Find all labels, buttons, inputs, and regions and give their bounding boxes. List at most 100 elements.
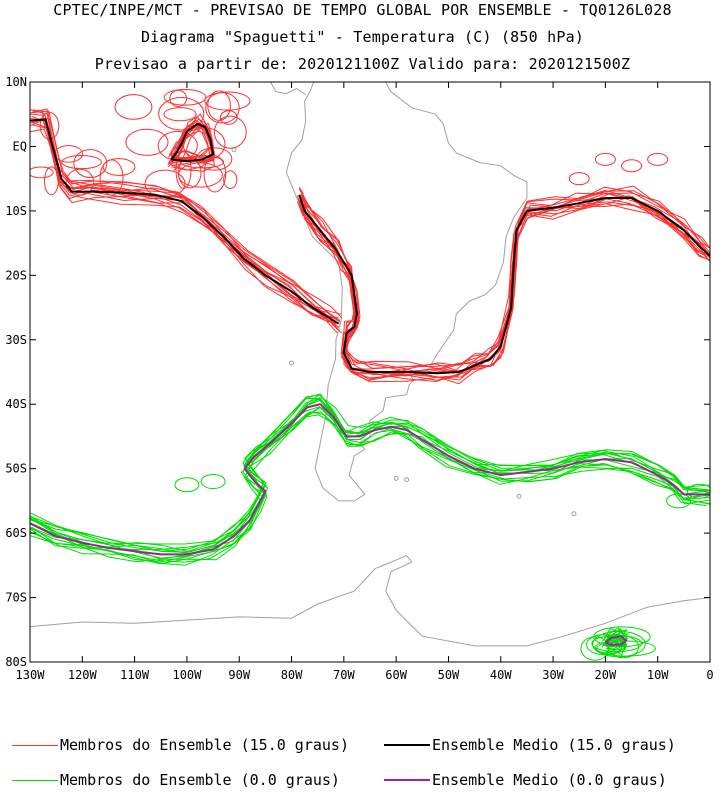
- legend-members-0: Membros do Ensemble (0.0 graus): [12, 771, 340, 789]
- coastline-island: [516, 493, 522, 499]
- plot-frame: [29, 81, 711, 663]
- ensemble-member-line: [301, 196, 708, 382]
- legend-swatch-members-0: [12, 779, 58, 781]
- x-tick-label: 60W: [385, 668, 407, 682]
- ensemble-member-line: [30, 398, 710, 551]
- ensemble-member-contour: [39, 112, 60, 140]
- ensemble-member-contour: [179, 155, 225, 169]
- ensemble-member-contour: [594, 152, 616, 166]
- ensemble-member-contour: [687, 483, 710, 499]
- y-tick-label: 80S: [5, 655, 27, 669]
- ensemble-mean-line: [30, 403, 710, 556]
- x-tick-label: 40W: [490, 668, 512, 682]
- ensemble-member-line: [32, 110, 342, 319]
- legend-members-15: Membros do Ensemble (15.0 graus): [12, 736, 349, 754]
- ensemble-member-contour: [73, 149, 108, 179]
- ensemble-member-line: [605, 637, 629, 651]
- legend-mean-15: Ensemble Medio (15.0 graus): [384, 736, 676, 754]
- ensemble-member-contour: [43, 166, 59, 196]
- ensemble-mean-line: [170, 122, 215, 163]
- ensemble-mean-line: [298, 194, 710, 375]
- coastline-island: [393, 475, 399, 481]
- legend-label-members-0: Membros do Ensemble (0.0 graus): [60, 771, 340, 789]
- ensemble-mean-line: [30, 118, 340, 325]
- ensemble-member-contour: [621, 159, 643, 173]
- y-tick-label: 20S: [5, 268, 27, 282]
- x-tick-label: 70W: [333, 668, 355, 682]
- ensemble-member-contour: [175, 151, 192, 190]
- ensemble-member-contour: [204, 91, 251, 111]
- coastline-island: [404, 477, 410, 483]
- axis-ticks: 130W 120W 110W 100W 90W 80W 70W 60W 50W 40W 30W 20W…: [5, 75, 713, 682]
- coastline-antarctica: [30, 555, 710, 647]
- y-tick-label: 50S: [5, 462, 27, 476]
- ensemble-member-contour: [65, 168, 95, 196]
- x-tick-label: 20W: [595, 668, 617, 682]
- legend-swatch-mean-15: [384, 744, 430, 746]
- x-tick-label: 10W: [647, 668, 669, 682]
- ensemble-member-line: [302, 189, 710, 372]
- ensemble-member-contour: [223, 170, 238, 189]
- x-tick-label: 80W: [281, 668, 303, 682]
- y-tick-label: 30S: [5, 333, 27, 347]
- x-tick-label: 120W: [68, 668, 98, 682]
- ensemble-member-contour: [580, 636, 610, 661]
- legend-label-members-15: Membros do Ensemble (15.0 graus): [60, 736, 349, 754]
- x-tick-label: 100W: [172, 668, 202, 682]
- ensemble-member-line: [604, 642, 628, 656]
- ensemble-mean-layer: [30, 118, 710, 646]
- coastline-island: [289, 360, 295, 366]
- ensemble-member-line: [297, 195, 710, 383]
- ensemble-member-line: [30, 406, 710, 565]
- ensemble-member-contour: [182, 127, 226, 161]
- ensemble-member-contour: [102, 158, 136, 176]
- spaghetti-map: 130W 120W 110W 100W 90W 80W 70W 60W 50W 40W 30W 20W…: [5, 75, 713, 682]
- y-tick-label: 10N: [5, 75, 27, 89]
- ensemble-member-line: [30, 108, 338, 321]
- ensemble-member-line: [30, 406, 710, 563]
- ensemble-member-line: [301, 191, 710, 378]
- ensemble-member-line: [30, 411, 710, 563]
- y-tick-label: 70S: [5, 591, 27, 605]
- x-tick-label: 50W: [438, 668, 460, 682]
- y-tick-label: EQ: [13, 139, 27, 153]
- ensemble-member-line: [30, 393, 710, 553]
- ensemble-member-contour: [30, 166, 54, 179]
- ensemble-mean-line: [604, 635, 628, 646]
- x-tick-label: 130W: [16, 668, 46, 682]
- ensemble-member-contour: [61, 155, 102, 170]
- ensemble-member-line: [30, 394, 710, 552]
- legend-swatch-members-15: [12, 744, 58, 746]
- ensemble-member-contour: [177, 162, 223, 188]
- ensemble-member-contour: [666, 493, 692, 509]
- ensemble-member-line: [300, 190, 710, 370]
- ensemble-member-contour: [174, 477, 200, 493]
- ensemble-members-layer: [30, 89, 710, 661]
- y-tick-label: 60S: [5, 526, 27, 540]
- ensemble-member-contour: [163, 89, 207, 106]
- ensemble-member-contour: [114, 94, 153, 120]
- ensemble-member-contour: [158, 97, 205, 131]
- ensemble-member-contour: [200, 474, 226, 490]
- ensemble-member-contour: [163, 107, 197, 122]
- ensemble-member-contour: [125, 128, 169, 156]
- ensemble-member-line: [30, 393, 710, 553]
- x-tick-label: 30W: [542, 668, 564, 682]
- ensemble-member-line: [298, 199, 710, 385]
- ensemble-member-contour: [647, 152, 669, 166]
- legend-mean-0: Ensemble Medio (0.0 graus): [384, 771, 667, 789]
- ensemble-member-line: [30, 118, 340, 328]
- ensemble-member-line: [299, 196, 710, 380]
- chart-title: Diagrama "Spaguetti" - Temperatura (C) (…: [140, 28, 585, 46]
- legend-label-mean-15: Ensemble Medio (15.0 graus): [432, 736, 676, 754]
- y-tick-label: 40S: [5, 397, 27, 411]
- legend-label-mean-0: Ensemble Medio (0.0 graus): [432, 771, 667, 789]
- ensemble-member-line: [32, 124, 342, 334]
- chart-valid-time: Previsao a partir de: 2020121100Z Valido…: [94, 55, 631, 73]
- ensemble-member-line: [31, 414, 710, 566]
- ensemble-member-contour: [213, 115, 247, 149]
- y-tick-label: 10S: [5, 204, 27, 218]
- x-tick-label: 90W: [228, 668, 250, 682]
- x-tick-label: 0: [706, 668, 713, 682]
- ensemble-member-line: [302, 192, 710, 379]
